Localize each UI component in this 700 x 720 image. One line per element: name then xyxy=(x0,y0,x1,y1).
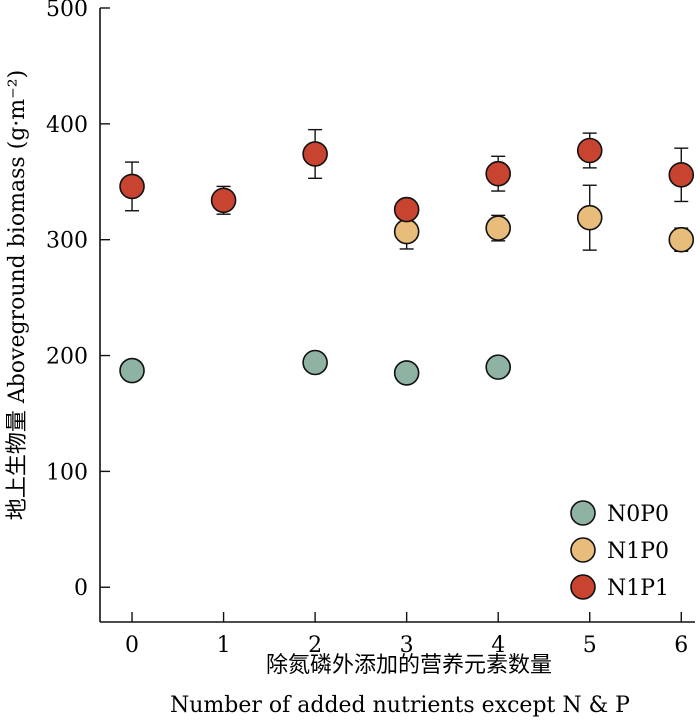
point-n1p1 xyxy=(210,187,237,214)
point-n1p0 xyxy=(393,218,420,245)
x-tick-label: 3 xyxy=(400,633,414,658)
ticks: 0 100 200 300 400 500 0 1 2 3 4 5 6 xyxy=(46,0,688,658)
point-n1p1 xyxy=(302,141,328,167)
legend-marker-n0p0 xyxy=(570,500,596,526)
y-tick-label: 400 xyxy=(46,113,88,138)
legend-label-n1p0: N1P0 xyxy=(607,539,669,564)
y-tick-label: 100 xyxy=(46,460,88,485)
point-n0p0 xyxy=(119,357,145,384)
point-n1p0 xyxy=(668,226,695,253)
legend-label-n1p1: N1P1 xyxy=(607,576,669,601)
legend: N0P0 N1P0 N1P1 xyxy=(570,500,669,601)
point-n0p0 xyxy=(393,360,420,386)
x-axis-label-cn: 除氮磷外添加的营养元素数量 xyxy=(266,653,552,678)
point-n1p1 xyxy=(576,137,603,164)
legend-marker-n1p0 xyxy=(570,537,596,563)
x-tick-label: 5 xyxy=(583,633,597,658)
legend-marker-n1p1 xyxy=(570,574,596,600)
axes xyxy=(99,8,695,623)
legend-label-n0p0: N0P0 xyxy=(607,502,669,527)
x-tick-label: 1 xyxy=(217,633,231,658)
point-n1p1 xyxy=(119,173,145,200)
y-tick-label: 0 xyxy=(74,576,88,601)
point-n1p0 xyxy=(485,215,511,241)
x-axis-label-en: Number of added nutrients except N & P xyxy=(170,693,630,718)
point-n1p0 xyxy=(576,204,603,231)
y-tick-label: 500 xyxy=(46,0,88,22)
x-tick-label: 4 xyxy=(491,633,505,658)
point-n1p1 xyxy=(485,160,511,187)
x-tick-label: 0 xyxy=(125,633,139,658)
point-n1p1 xyxy=(668,162,695,188)
data-points xyxy=(119,137,695,386)
y-tick-label: 300 xyxy=(46,229,88,254)
point-n1p1 xyxy=(393,196,420,223)
x-tick-label: 2 xyxy=(308,633,322,658)
point-n0p0 xyxy=(302,349,328,376)
y-axis-label: 地上生物量 Aboveground biomass (g·m⁻²) xyxy=(5,70,30,520)
x-tick-label: 6 xyxy=(674,633,688,658)
y-tick-label: 200 xyxy=(46,345,88,370)
point-n0p0 xyxy=(485,354,511,380)
